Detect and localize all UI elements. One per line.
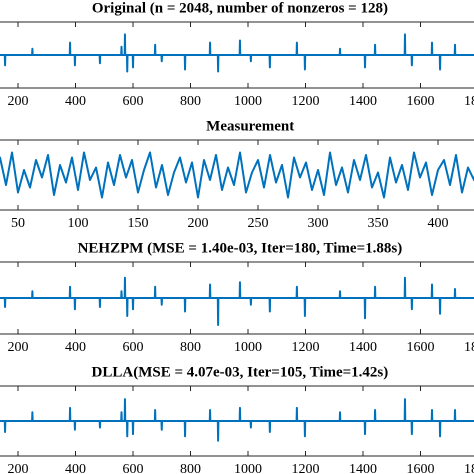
x-tick-label: 1600 (407, 94, 435, 109)
x-tick-label: 1200 (292, 94, 320, 109)
axes-box (0, 139, 474, 211)
x-tick-label: 600 (123, 340, 144, 355)
x-tick-label: 250 (248, 216, 269, 231)
x-tick-label: 1600 (407, 462, 435, 474)
x-tick-label: 200 (8, 462, 29, 474)
x-tick-label: 1400 (349, 94, 377, 109)
x-tick-label: 1800 (464, 340, 474, 355)
x-tick-label: 1000 (234, 462, 262, 474)
x-tick-label: 100 (68, 216, 89, 231)
x-tick-label: 600 (123, 462, 144, 474)
x-tick-label: 1400 (349, 462, 377, 474)
x-tick-label: 1800 (464, 94, 474, 109)
x-tick-label: 1000 (234, 340, 262, 355)
x-tick-label: 1200 (292, 340, 320, 355)
x-tick-label: 800 (180, 462, 201, 474)
x-tick-label: 1400 (349, 340, 377, 355)
x-tick-label: 200 (8, 94, 29, 109)
x-tick-label: 800 (180, 94, 201, 109)
x-tick-label: 50 (11, 216, 25, 231)
signal-line (0, 398, 474, 442)
x-tick-label: 1800 (464, 462, 474, 474)
x-tick-label: 150 (128, 216, 149, 231)
axes-title: Original (n = 2048, number of nonzeros =… (92, 0, 388, 16)
x-tick-label: 1200 (292, 462, 320, 474)
x-tick-label: 400 (65, 462, 86, 474)
x-tick-label: 300 (308, 216, 329, 231)
axes-title: DLLA(MSE = 4.07e-03, Iter=105, Time=1.42… (92, 364, 389, 380)
signal-line (0, 276, 474, 326)
x-tick-label: 400 (65, 94, 86, 109)
x-tick-label: 800 (180, 340, 201, 355)
signal-line (0, 151, 474, 199)
axes-title: NEHZPM (MSE = 1.40e-03, Iter=180, Time=1… (78, 240, 403, 256)
x-tick-label: 350 (368, 216, 389, 231)
axes-title: Measurement (206, 118, 294, 134)
x-tick-label: 600 (123, 94, 144, 109)
signal-line (0, 33, 474, 73)
x-tick-label: 400 (428, 216, 449, 231)
x-tick-label: 1600 (407, 340, 435, 355)
x-tick-label: 400 (65, 340, 86, 355)
x-tick-label: 200 (188, 216, 209, 231)
x-tick-label: 1000 (234, 94, 262, 109)
x-tick-label: 200 (8, 340, 29, 355)
